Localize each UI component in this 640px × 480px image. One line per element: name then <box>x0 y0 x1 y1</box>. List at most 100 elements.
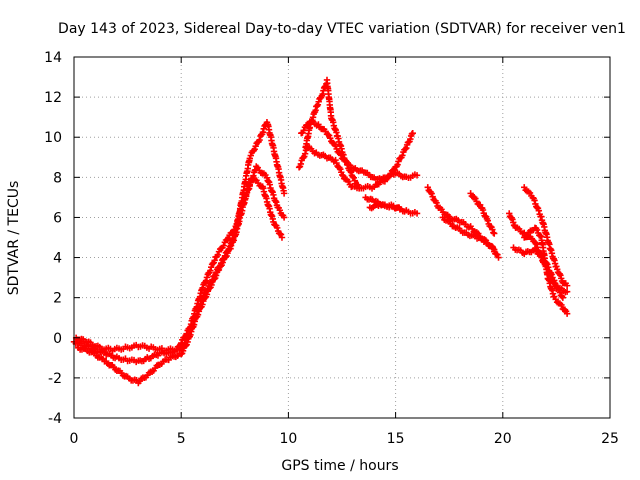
data-point <box>203 291 211 298</box>
x-tick-label: 0 <box>70 431 79 447</box>
series-track-f <box>298 117 416 185</box>
x-axis-label: GPS time / hours <box>281 458 398 474</box>
data-point <box>203 274 211 281</box>
y-axis-ticks: -4 -2 0 2 4 6 8 10 12 14 <box>44 50 610 427</box>
data-point <box>211 275 218 283</box>
chart-title: Day 143 of 2023, Sidereal Day-to-day VTE… <box>58 21 626 37</box>
data-point <box>484 217 491 224</box>
data-point <box>314 101 322 108</box>
x-tick-label: 25 <box>601 431 619 447</box>
data-point <box>276 207 284 214</box>
data-point <box>479 206 487 214</box>
data-point <box>217 262 224 270</box>
data-point <box>402 145 409 153</box>
data-point <box>183 330 190 337</box>
data-point <box>219 259 226 266</box>
data-point <box>212 272 220 279</box>
data-point <box>278 234 286 241</box>
data-point <box>295 164 303 171</box>
series-track-k <box>467 190 498 237</box>
data-point <box>558 301 565 309</box>
data-point <box>490 229 497 236</box>
data-point <box>327 135 334 142</box>
data-point <box>300 154 307 161</box>
series-track-j <box>439 214 498 253</box>
data-point <box>277 231 285 238</box>
data-point <box>533 226 541 234</box>
series-track-h <box>366 201 404 213</box>
data-point <box>531 197 538 204</box>
y-tick-label: -2 <box>48 371 62 387</box>
data-point <box>300 127 307 134</box>
data-point <box>256 136 263 144</box>
data-point <box>337 165 344 173</box>
data-point <box>301 150 309 157</box>
y-axis-label: SDTVAR / TECUs <box>6 181 22 296</box>
data-point <box>182 342 189 349</box>
data-point <box>251 146 258 153</box>
data-point <box>394 161 401 168</box>
data-point <box>413 210 421 217</box>
data-point <box>199 284 206 291</box>
data-point <box>399 152 406 159</box>
data-point <box>428 190 435 197</box>
data-point <box>413 172 421 179</box>
data-point <box>247 152 254 159</box>
data-point <box>202 277 210 284</box>
data-point <box>208 281 215 289</box>
data-point <box>231 226 238 233</box>
data-point <box>535 207 543 214</box>
data-point <box>563 282 571 289</box>
data-point <box>220 242 227 249</box>
data-point <box>259 128 267 136</box>
data-point <box>403 144 410 152</box>
x-tick-label: 10 <box>279 431 297 447</box>
series-track-n <box>521 224 571 317</box>
data-point <box>532 239 539 247</box>
data-point <box>563 288 571 295</box>
x-axis-ticks: 0 5 10 15 20 25 <box>70 57 619 447</box>
data-point <box>409 130 416 137</box>
data-point <box>471 194 478 201</box>
data-point <box>555 286 563 293</box>
data-point <box>297 160 305 168</box>
data-point <box>215 266 223 274</box>
data-point <box>489 226 496 233</box>
data-point <box>274 224 281 232</box>
data-point <box>433 199 440 207</box>
data-point <box>280 214 288 221</box>
data-point <box>559 294 567 301</box>
data-point <box>333 159 340 167</box>
data-point <box>194 311 202 318</box>
data-point <box>491 246 498 253</box>
data-point <box>385 174 392 181</box>
x-tick-label: 5 <box>177 431 186 447</box>
data-point <box>181 334 188 341</box>
data-point <box>337 151 345 158</box>
y-tick-label: 10 <box>44 130 62 146</box>
data-point <box>207 267 214 274</box>
data-point <box>509 216 516 223</box>
data-point <box>424 184 431 191</box>
data-point <box>557 272 564 279</box>
data-point <box>537 232 544 240</box>
y-tick-label: 6 <box>53 210 62 226</box>
axes <box>73 56 611 419</box>
x-tick-label: 20 <box>494 431 512 447</box>
data-point <box>178 339 185 347</box>
data-point <box>225 235 232 242</box>
data-point <box>324 131 332 138</box>
data-point <box>199 301 206 308</box>
y-tick-label: 0 <box>53 331 62 347</box>
data-points <box>70 76 571 387</box>
data-point <box>179 347 187 354</box>
data-point <box>476 201 484 209</box>
data-point <box>280 190 288 197</box>
data-point <box>214 251 222 259</box>
data-point <box>396 206 404 213</box>
y-tick-label: 8 <box>53 170 62 186</box>
y-tick-label: 14 <box>44 50 62 66</box>
y-tick-label: -4 <box>48 411 62 427</box>
data-point <box>222 253 229 261</box>
